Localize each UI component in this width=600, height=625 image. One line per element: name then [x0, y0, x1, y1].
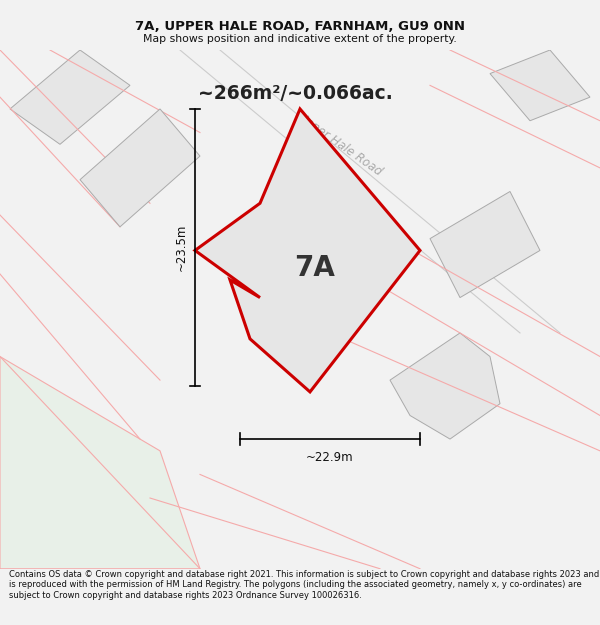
- Text: ~22.9m: ~22.9m: [306, 451, 354, 464]
- Polygon shape: [430, 191, 540, 298]
- Text: Upper Hale Road: Upper Hale Road: [295, 111, 385, 178]
- Text: ~266m²/~0.066ac.: ~266m²/~0.066ac.: [197, 84, 392, 103]
- Text: 7A, UPPER HALE ROAD, FARNHAM, GU9 0NN: 7A, UPPER HALE ROAD, FARNHAM, GU9 0NN: [135, 20, 465, 32]
- Polygon shape: [80, 109, 200, 227]
- Polygon shape: [195, 109, 420, 392]
- Polygon shape: [390, 333, 500, 439]
- Polygon shape: [0, 356, 200, 569]
- Text: Contains OS data © Crown copyright and database right 2021. This information is : Contains OS data © Crown copyright and d…: [9, 570, 599, 600]
- Polygon shape: [490, 50, 590, 121]
- Text: 7A: 7A: [295, 254, 335, 282]
- Polygon shape: [10, 50, 130, 144]
- Text: Map shows position and indicative extent of the property.: Map shows position and indicative extent…: [143, 34, 457, 44]
- Text: ~23.5m: ~23.5m: [175, 224, 187, 271]
